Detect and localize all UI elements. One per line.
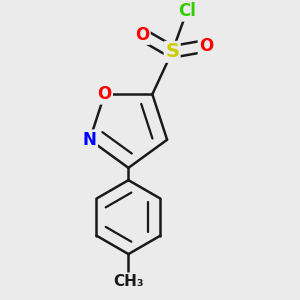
Text: Cl: Cl <box>178 2 196 20</box>
Text: S: S <box>165 42 179 61</box>
Text: O: O <box>199 37 213 55</box>
Text: N: N <box>83 131 97 149</box>
Text: CH₃: CH₃ <box>113 274 144 289</box>
Text: O: O <box>98 85 112 103</box>
Text: O: O <box>135 26 149 44</box>
